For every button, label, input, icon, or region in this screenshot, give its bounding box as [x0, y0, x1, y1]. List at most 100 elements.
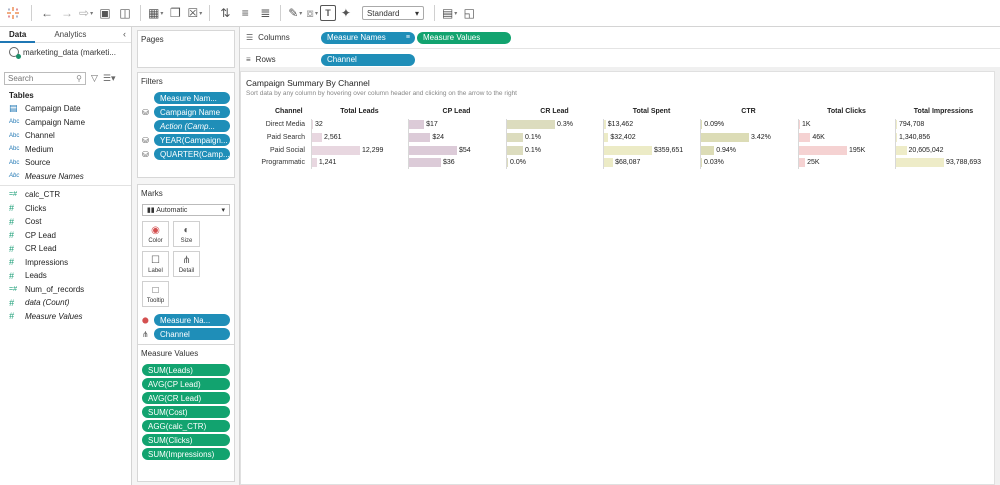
- field-item[interactable]: Abc Channel: [0, 129, 131, 143]
- measure-value-pill[interactable]: SUM(Leads): [142, 364, 230, 376]
- bar-mark[interactable]: [799, 133, 811, 142]
- measure-value-pill[interactable]: AGG(calc_CTR): [142, 420, 230, 432]
- filter-pill[interactable]: QUARTER(Camp...: [154, 148, 230, 160]
- column-header[interactable]: Total Leads: [340, 108, 379, 115]
- duplicate-sheet-icon[interactable]: ❐: [170, 6, 181, 20]
- presentation-mode-icon[interactable]: ◱: [463, 6, 475, 20]
- mark-type-select[interactable]: ▮▮ Automatic ▾: [142, 204, 230, 216]
- bar-mark[interactable]: [604, 133, 609, 142]
- row-label[interactable]: Paid Search: [266, 133, 305, 141]
- bar-mark[interactable]: [799, 120, 800, 129]
- detail-button[interactable]: ⋔ Detail: [173, 251, 200, 277]
- column-header[interactable]: Total Clicks: [827, 108, 866, 115]
- highlight-icon[interactable]: ✎ ▾: [288, 6, 303, 20]
- filter-pill[interactable]: Measure Nam...: [154, 92, 230, 104]
- measure-value-pill[interactable]: SUM(Impressions): [142, 448, 230, 460]
- column-header[interactable]: CTR: [741, 108, 756, 115]
- field-item[interactable]: Abc Measure Names: [0, 170, 131, 184]
- swap-rows-columns-icon[interactable]: ⇅: [220, 6, 231, 20]
- field-item[interactable]: # data (Count): [0, 296, 131, 310]
- marks-pill[interactable]: Measure Na...: [154, 314, 230, 326]
- tab-analytics[interactable]: Analytics: [54, 29, 87, 39]
- bar-mark[interactable]: [604, 146, 652, 155]
- field-item[interactable]: # CR Lead: [0, 242, 131, 256]
- bar-mark[interactable]: [701, 158, 702, 167]
- field-item[interactable]: Abc Campaign Name: [0, 116, 131, 130]
- undo-icon[interactable]: ←: [41, 6, 53, 20]
- new-datasource-icon[interactable]: ◫: [119, 6, 131, 20]
- bar-mark[interactable]: [896, 158, 944, 167]
- measure-value-pill[interactable]: SUM(Cost): [142, 406, 230, 418]
- field-item[interactable]: # Clicks: [0, 202, 131, 216]
- tab-data[interactable]: Data: [0, 27, 36, 43]
- collapse-pane-icon[interactable]: ‹: [123, 29, 126, 39]
- bar-mark[interactable]: [409, 133, 431, 142]
- fit-select[interactable]: Standard ▾: [361, 6, 424, 20]
- shelf-pill[interactable]: Measure Names ≡: [321, 31, 415, 44]
- field-item[interactable]: # Measure Values: [0, 310, 131, 324]
- search-box[interactable]: ⚲: [4, 71, 86, 85]
- bar-mark[interactable]: [409, 158, 441, 167]
- view-options-icon[interactable]: ☰▾: [102, 72, 116, 83]
- bar-mark[interactable]: [604, 158, 614, 167]
- sort-descending-icon[interactable]: ≣: [260, 6, 271, 20]
- bar-mark[interactable]: [507, 158, 508, 167]
- show-labels-icon[interactable]: T: [319, 5, 336, 21]
- bar-mark[interactable]: [701, 120, 703, 129]
- save-icon[interactable]: ▣: [99, 6, 111, 20]
- bar-mark[interactable]: [896, 146, 907, 155]
- redo-icon[interactable]: →: [61, 6, 73, 20]
- field-item[interactable]: Abc Medium: [0, 143, 131, 157]
- bar-mark[interactable]: [799, 158, 806, 167]
- bar-mark[interactable]: [896, 120, 897, 129]
- label-button[interactable]: ☐ Label: [142, 251, 169, 277]
- row-label[interactable]: Paid Social: [269, 146, 305, 154]
- replay-icon[interactable]: ⇨ ▾: [79, 6, 94, 20]
- bar-mark[interactable]: [312, 120, 313, 129]
- marks-pill[interactable]: Channel: [154, 328, 230, 340]
- bar-mark[interactable]: [409, 120, 425, 129]
- field-item[interactable]: =# calc_CTR: [0, 188, 131, 202]
- show-cards-icon[interactable]: ▤ ▾: [441, 6, 458, 20]
- new-worksheet-icon[interactable]: ▦ ▾: [148, 6, 164, 20]
- filter-pill[interactable]: Action (Camp...: [154, 120, 230, 132]
- shelf-pill[interactable]: Channel: [321, 53, 415, 66]
- datasource-item[interactable]: marketing_data (marketi...: [0, 43, 131, 61]
- search-input[interactable]: [8, 73, 68, 83]
- field-item[interactable]: # Impressions: [0, 256, 131, 270]
- column-header[interactable]: CR Lead: [540, 108, 569, 115]
- bar-mark[interactable]: [409, 146, 457, 155]
- field-item[interactable]: # Leads: [0, 269, 131, 283]
- filter-icon[interactable]: ▽: [91, 72, 98, 83]
- row-label[interactable]: Direct Media: [265, 120, 305, 128]
- filter-pill[interactable]: YEAR(Campaign...: [154, 134, 230, 146]
- bar-mark[interactable]: [507, 146, 523, 155]
- column-header[interactable]: CP Lead: [442, 108, 471, 115]
- tooltip-button[interactable]: □ Tooltip: [142, 281, 169, 307]
- bar-mark[interactable]: [312, 158, 317, 167]
- bar-mark[interactable]: [896, 133, 897, 142]
- field-item[interactable]: # Cost: [0, 215, 131, 229]
- bar-mark[interactable]: [799, 146, 847, 155]
- measure-value-pill[interactable]: AVG(CR Lead): [142, 392, 230, 404]
- bar-mark[interactable]: [312, 146, 360, 155]
- fix-axes-icon[interactable]: ✦: [340, 6, 351, 20]
- size-button[interactable]: ◐ Size: [173, 221, 200, 247]
- color-button[interactable]: ◉ Color: [142, 221, 169, 247]
- group-icon[interactable]: ⧇ ▾: [306, 5, 318, 20]
- bar-mark[interactable]: [701, 146, 715, 155]
- bar-mark[interactable]: [312, 133, 322, 142]
- measure-value-pill[interactable]: SUM(Clicks): [142, 434, 230, 446]
- bar-mark[interactable]: [507, 133, 523, 142]
- shelf-pill[interactable]: Measure Values: [417, 31, 511, 44]
- bar-mark[interactable]: [507, 120, 555, 129]
- column-header[interactable]: Total Spent: [632, 108, 671, 115]
- field-item[interactable]: Abc Source: [0, 156, 131, 170]
- filter-pill[interactable]: Campaign Name: [154, 106, 230, 118]
- column-header[interactable]: Total Impressions: [913, 108, 974, 115]
- measure-value-pill[interactable]: AVG(CP Lead): [142, 378, 230, 390]
- bar-mark[interactable]: [701, 133, 749, 142]
- row-label[interactable]: Programmatic: [261, 158, 305, 166]
- field-item[interactable]: =# Num_of_records: [0, 283, 131, 297]
- field-item[interactable]: ▤ Campaign Date: [0, 102, 131, 116]
